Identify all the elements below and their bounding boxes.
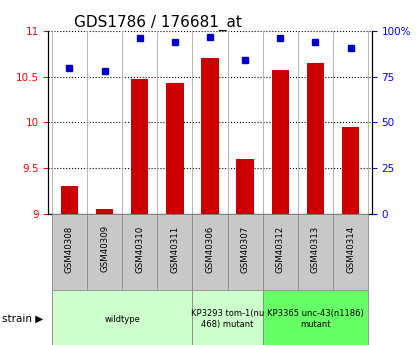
- Text: GDS1786 / 176681_at: GDS1786 / 176681_at: [74, 15, 242, 31]
- Bar: [52, 290, 192, 345]
- Text: strain ▶: strain ▶: [2, 314, 43, 324]
- Bar: [87, 214, 122, 290]
- Bar: [342, 127, 360, 214]
- Text: GSM40314: GSM40314: [346, 225, 355, 273]
- Text: GSM40307: GSM40307: [241, 225, 249, 273]
- Bar: [271, 70, 289, 214]
- Text: GSM40312: GSM40312: [276, 225, 285, 273]
- Text: GSM40308: GSM40308: [65, 225, 74, 273]
- Bar: [333, 214, 368, 290]
- Text: wildtype: wildtype: [104, 315, 140, 324]
- Bar: [236, 159, 254, 214]
- Text: KP3365 unc-43(n1186)
mutant: KP3365 unc-43(n1186) mutant: [267, 309, 364, 329]
- Bar: [60, 186, 78, 214]
- Bar: [52, 214, 87, 290]
- Bar: [307, 63, 324, 214]
- Bar: [96, 209, 113, 214]
- Bar: [192, 290, 263, 345]
- Bar: [228, 214, 263, 290]
- Bar: [263, 290, 368, 345]
- Text: GSM40310: GSM40310: [135, 225, 144, 273]
- Text: GSM40311: GSM40311: [171, 225, 179, 273]
- Bar: [122, 214, 157, 290]
- Bar: [166, 83, 184, 214]
- Bar: [157, 214, 192, 290]
- Bar: [263, 214, 298, 290]
- Text: GSM40306: GSM40306: [205, 225, 215, 273]
- Bar: [192, 214, 228, 290]
- Text: KP3293 tom-1(nu
468) mutant: KP3293 tom-1(nu 468) mutant: [191, 309, 264, 329]
- Text: GSM40313: GSM40313: [311, 225, 320, 273]
- Bar: [131, 79, 149, 214]
- Bar: [298, 214, 333, 290]
- Bar: [201, 59, 219, 214]
- Text: GSM40309: GSM40309: [100, 225, 109, 273]
